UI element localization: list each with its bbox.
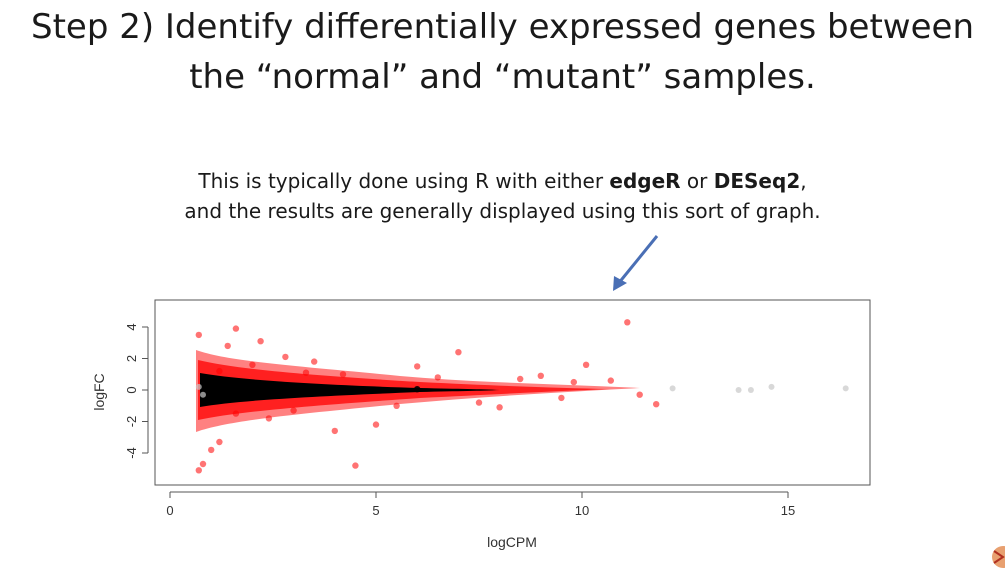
subtitle-deseq2: DESeq2	[713, 169, 801, 193]
data-point	[208, 446, 215, 454]
y-tick-label: -4	[124, 447, 139, 459]
data-point	[582, 361, 590, 368]
data-point	[339, 371, 347, 378]
corner-logo	[992, 546, 1005, 568]
data-point	[216, 393, 223, 400]
data-point	[257, 338, 264, 345]
data-point	[208, 382, 215, 389]
data-point	[624, 319, 631, 326]
title-line-2: the “normal” and “mutant” samples.	[189, 57, 816, 97]
y-tick-label: -2	[124, 416, 139, 428]
data-point	[200, 391, 206, 398]
data-point	[199, 460, 207, 468]
subtitle-text-post: ,	[800, 169, 807, 193]
data-point	[216, 438, 223, 446]
x-tick-label: 15	[781, 503, 795, 518]
title-line-1: Step 2) Identify differentially expresse…	[30, 7, 974, 47]
data-point	[496, 404, 503, 411]
data-point	[653, 401, 660, 408]
data-point	[842, 385, 849, 392]
annotation-arrow	[616, 235, 659, 285]
data-point	[311, 358, 318, 365]
data-point	[224, 342, 231, 350]
data-point	[414, 363, 421, 370]
data-point	[455, 349, 462, 356]
data-point	[290, 385, 297, 392]
data-point	[232, 325, 240, 332]
data-point	[517, 375, 524, 383]
plot-frame	[154, 299, 871, 486]
subtitle-text-pre: This is typically done using R with eith…	[198, 169, 610, 193]
x-tick-label: 0	[166, 503, 173, 518]
data-point	[331, 427, 338, 435]
data-point	[195, 331, 202, 339]
black-core	[200, 373, 500, 407]
slide-title: Step 2) Identify differentially expresse…	[0, 2, 1005, 102]
data-point	[570, 378, 577, 386]
x-tick-label: 10	[575, 503, 589, 518]
y-tick-label: 0	[124, 386, 139, 393]
data-point	[372, 421, 380, 428]
data-point	[636, 391, 643, 398]
data-point	[232, 410, 240, 417]
data-point	[475, 399, 483, 406]
slide-subtitle: This is typically done using R with eith…	[0, 166, 1005, 226]
data-point	[331, 388, 338, 395]
data-point	[414, 386, 421, 393]
data-point	[216, 367, 223, 375]
x-tick-label: 5	[372, 503, 379, 518]
data-point	[393, 402, 400, 409]
y-axis-label: logFC	[91, 373, 107, 410]
data-point	[537, 372, 544, 379]
data-point	[302, 369, 310, 376]
data-point	[735, 387, 742, 393]
data-point	[195, 383, 202, 390]
data-point	[195, 467, 202, 474]
data-point	[249, 361, 256, 368]
logo-mark	[993, 550, 1005, 564]
data-point	[228, 383, 235, 391]
x-axis-label: logCPM	[487, 534, 537, 550]
data-point	[434, 374, 441, 381]
data-point	[282, 353, 289, 361]
subtitle-text-or: or	[680, 169, 714, 193]
axes: 0 5 10 15 -4 -2 0 2 4	[124, 323, 795, 518]
data-point	[558, 394, 565, 402]
y-tick-label: 2	[124, 355, 139, 362]
data-point	[265, 415, 273, 422]
subtitle-edger: edgeR	[609, 169, 681, 193]
data-point	[249, 389, 256, 397]
data-point	[669, 385, 676, 392]
subtitle-line-2: and the results are generally displayed …	[184, 199, 821, 223]
data-point	[352, 462, 359, 469]
data-point	[768, 383, 775, 390]
points-layer	[195, 319, 849, 474]
data-point	[607, 377, 614, 384]
subtitle-line-1: This is typically done using R with eith…	[0, 166, 1005, 196]
data-point	[290, 407, 297, 414]
annotation-arrowhead	[613, 276, 627, 291]
data-point	[747, 387, 754, 393]
y-tick-label: 4	[124, 323, 139, 330]
